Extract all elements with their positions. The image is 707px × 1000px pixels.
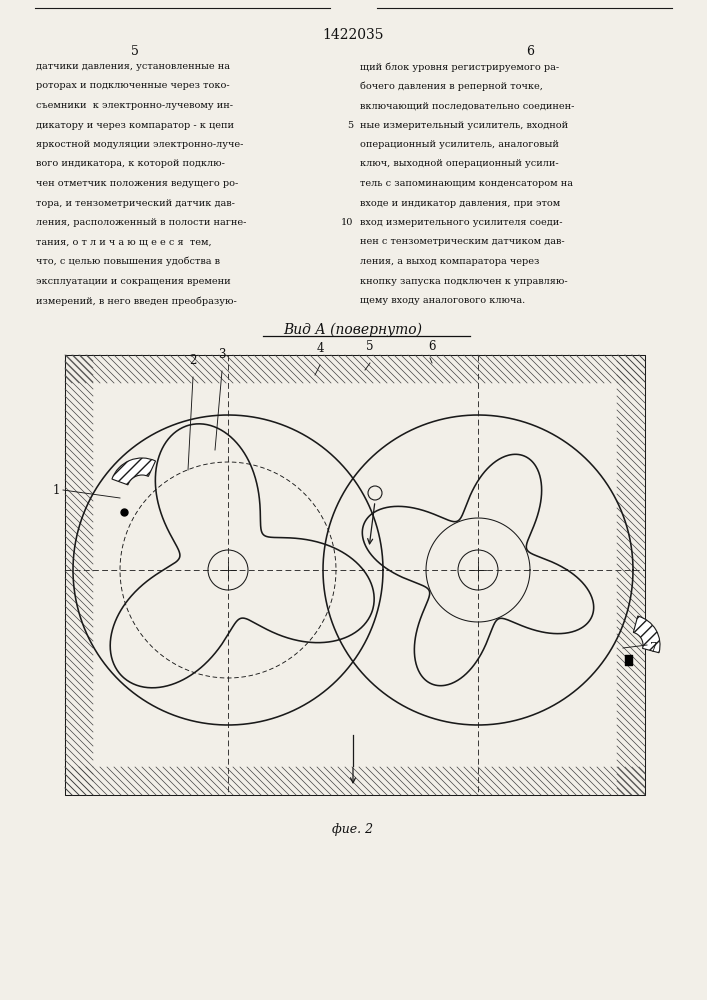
Text: операционный усилитель, аналоговый: операционный усилитель, аналоговый [360,140,559,149]
Text: 4: 4 [316,342,324,355]
Text: 5: 5 [131,45,139,58]
Text: измерений, в него введен преобразую-: измерений, в него введен преобразую- [36,296,237,306]
Text: 5: 5 [366,340,374,353]
Text: тания, о т л и ч а ю щ е е с я  тем,: тания, о т л и ч а ю щ е е с я тем, [36,237,211,246]
Text: фие. 2: фие. 2 [332,823,373,836]
Text: вход измерительного усилителя соеди-: вход измерительного усилителя соеди- [360,218,563,227]
Text: 1: 1 [52,484,60,496]
Text: роторах и подключенные через токо-: роторах и подключенные через токо- [36,82,230,91]
Text: входе и индикатор давления, при этом: входе и индикатор давления, при этом [360,198,560,208]
Text: Вид А (повернуто): Вид А (повернуто) [284,323,423,337]
Text: что, с целью повышения удобства в: что, с целью повышения удобства в [36,257,220,266]
Text: 2: 2 [189,354,197,367]
Text: дикатору и через компаратор - к цепи: дикатору и через компаратор - к цепи [36,120,234,129]
Text: съемники  к электронно-лучевому ин-: съемники к электронно-лучевому ин- [36,101,233,110]
Text: 6: 6 [526,45,534,58]
Text: вого индикатора, к которой подклю-: вого индикатора, к которой подклю- [36,159,225,168]
Text: щему входу аналогового ключа.: щему входу аналогового ключа. [360,296,525,305]
Text: ключ, выходной операционный усили-: ключ, выходной операционный усили- [360,159,559,168]
Text: тель с запоминающим конденсатором на: тель с запоминающим конденсатором на [360,179,573,188]
Text: 10: 10 [341,218,354,227]
Text: датчики давления, установленные на: датчики давления, установленные на [36,62,230,71]
Text: 5: 5 [347,120,353,129]
Text: нен с тензометрическим датчиком дав-: нен с тензометрическим датчиком дав- [360,237,565,246]
Text: 7: 7 [650,642,658,654]
Text: яркостной модуляции электронно-луче-: яркостной модуляции электронно-луче- [36,140,243,149]
Text: щий блок уровня регистрируемого ра-: щий блок уровня регистрируемого ра- [360,62,559,72]
Wedge shape [633,616,660,653]
Text: ления, расположенный в полости нагне-: ления, расположенный в полости нагне- [36,218,246,227]
Text: 6: 6 [428,340,436,353]
Text: тора, и тензометрический датчик дав-: тора, и тензометрический датчик дав- [36,198,235,208]
Text: эксплуатации и сокращения времени: эксплуатации и сокращения времени [36,276,230,286]
Text: кнопку запуска подключен к управляю-: кнопку запуска подключен к управляю- [360,276,568,286]
Text: чен отметчик положения ведущего ро-: чен отметчик положения ведущего ро- [36,179,238,188]
Text: включающий последовательно соединен-: включающий последовательно соединен- [360,101,574,110]
Text: бочего давления в реперной точке,: бочего давления в реперной точке, [360,82,543,91]
Text: 1422035: 1422035 [322,28,384,42]
Text: ления, а выход компаратора через: ления, а выход компаратора через [360,257,539,266]
Text: ные измерительный усилитель, входной: ные измерительный усилитель, входной [360,120,568,129]
Wedge shape [112,458,156,485]
Text: 3: 3 [218,348,226,361]
